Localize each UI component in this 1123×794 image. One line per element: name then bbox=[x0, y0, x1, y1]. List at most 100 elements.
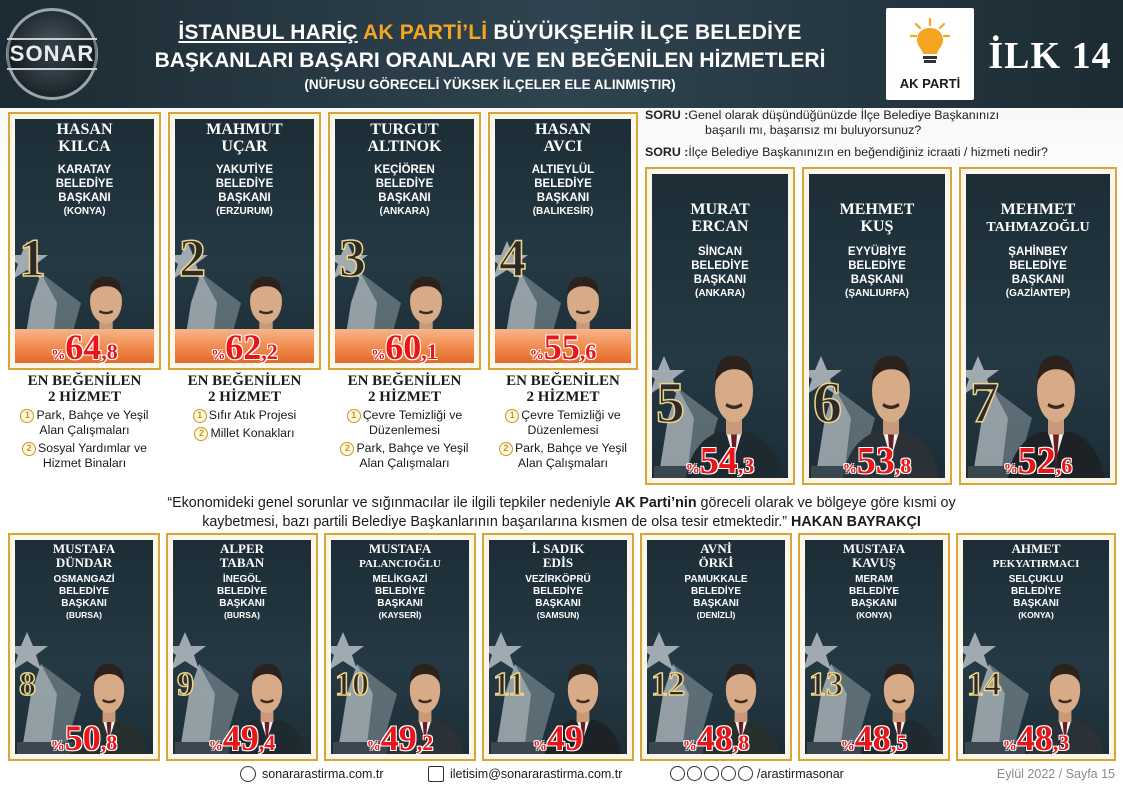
service-item-2: 2 Sosyal Yardımlar ve Hizmet Binaları bbox=[11, 441, 158, 471]
mayor-name: HASAN KILCA bbox=[56, 121, 113, 156]
mayor-photo bbox=[841, 342, 941, 478]
mayor-role: ŞAHİNBEY BELEDİYE BAŞKANI (GAZİANTEP) bbox=[1005, 246, 1071, 300]
rank-number: 7 bbox=[969, 370, 1000, 435]
approval-percentage: %64,8 bbox=[51, 327, 118, 363]
mayor-name: MEHMET TAHMAZOĞLU bbox=[986, 201, 1090, 236]
rank-number: 4 bbox=[498, 228, 527, 288]
mayor-card: TURGUT ALTINOK KEÇİÖREN BELEDİYE BAŞKANI (ANK… bbox=[328, 112, 481, 370]
trophy-icon bbox=[647, 632, 713, 754]
mayor-card: MURAT ERCAN SİNCAN BELEDİYE BAŞKANI (ANKARA) 5… bbox=[645, 167, 795, 485]
mayor-card: HASAN AVCI ALTIEYLÜL BELEDİYE BAŞKANI (BALIKE… bbox=[488, 112, 638, 370]
approval-percentage: %48,3 bbox=[1002, 718, 1070, 754]
mayor-card-inner: MEHMET TAHMAZOĞLU ŞAHİNBEY BELEDİYE BAŞKANI(… bbox=[966, 174, 1110, 478]
footer-email[interactable]: iletisim@sonararastirma.com.tr bbox=[428, 766, 622, 782]
mayor-photo bbox=[227, 654, 307, 754]
approval-percentage: %48,5 bbox=[840, 718, 908, 754]
service-item-1: 1 Çevre Temizliği ve Düzenlemesi bbox=[331, 408, 478, 438]
trophy-icon bbox=[963, 632, 1029, 754]
medal-2-icon: 2 bbox=[340, 441, 355, 456]
mayor-role: YAKUTİYE BELEDİYE BAŞKANI (ERZURUM) bbox=[215, 164, 274, 218]
mayor-card: MUSTAFA PALANCIOĞLU MELİKGAZİ BELEDİYE BAŞKA… bbox=[324, 533, 476, 761]
approval-percentage: %49,2 bbox=[366, 718, 434, 754]
medal-2-icon: 2 bbox=[22, 441, 37, 456]
medal-2-icon: 2 bbox=[194, 426, 209, 441]
mayor-name: TURGUT ALTINOK bbox=[367, 121, 442, 156]
mayor-role: KEÇİÖREN BELEDİYE BAŞKANI (ANKARA) bbox=[374, 164, 435, 218]
mayor-role: VEZİRKÖPRÜ BELEDİYE BAŞKANI (SAMSUN) bbox=[525, 574, 591, 620]
top-services: EN BEĞENİLEN 2 HİZMET 1 Sıfır Atık Projesi 2… bbox=[168, 370, 321, 486]
mayor-card: MEHMET KUŞ EYYÜBİYE BELEDİYE BAŞKANI (ŞANLIUR… bbox=[802, 167, 952, 485]
percentage-band bbox=[15, 329, 154, 363]
rank-number: 1 bbox=[18, 228, 47, 288]
approval-percentage: %49 bbox=[533, 718, 583, 754]
mayor-card: MUSTAFA KAVUŞ MERAM BELEDİYE BAŞKANI (KONYA) 1… bbox=[798, 533, 950, 761]
mayor-card-inner: MUSTAFA PALANCIOĞLU MELİKGAZİ BELEDİYE BAŞKA… bbox=[331, 540, 469, 754]
mayor-card-inner: HASAN KILCA KARATAY BELEDİYE BAŞKANI (KONYA) 1… bbox=[15, 119, 154, 363]
mayor-card: ALPER TABAN İNEGÖL BELEDİYE BAŞKANI (BURSA) 9%… bbox=[166, 533, 318, 761]
approval-percentage: %48,8 bbox=[682, 718, 750, 754]
mayor-role: ALTIEYLÜL BELEDİYE BAŞKANI (BALIKESİR) bbox=[531, 164, 595, 218]
portrait-photo bbox=[860, 664, 938, 754]
rank-number: 12 bbox=[650, 666, 686, 703]
mayor-name: MAHMUT UÇAR bbox=[206, 121, 283, 156]
portrait-photo bbox=[544, 664, 622, 754]
trophy-icon bbox=[966, 356, 1032, 478]
approval-percentage: %52,6 bbox=[1003, 440, 1073, 478]
trophy-icon bbox=[805, 632, 871, 754]
service-item-2: 2 Millet Konakları bbox=[171, 426, 318, 441]
rank-number: 11 bbox=[492, 666, 526, 703]
footer-social[interactable]: /arastirmasonar bbox=[670, 766, 844, 781]
mayor-role: PAMUKKALE BELEDİYE BAŞKANI (DENİZLİ) bbox=[684, 574, 748, 620]
mayor-name: HASAN AVCI bbox=[534, 121, 591, 156]
mayor-card: AVNİ ÖRKİ PAMUKKALE BELEDİYE BAŞKANI (DENİZLİ… bbox=[640, 533, 792, 761]
mayor-photo bbox=[1025, 654, 1105, 754]
trophy-icon bbox=[15, 632, 81, 754]
services-heading: EN BEĞENİLEN 2 HİZMET bbox=[171, 373, 318, 405]
mail-icon bbox=[428, 766, 444, 782]
rank-number: 9 bbox=[176, 666, 195, 703]
mayor-card: AHMET PEKYATIRMACI SELÇUKLU BELEDİYE BAŞKANI… bbox=[956, 533, 1116, 761]
services-heading: EN BEĞENİLEN 2 HİZMET bbox=[11, 373, 158, 405]
title-line-2: BAŞKANLARI BAŞARI ORANLARI VE EN BEĞENİL… bbox=[154, 49, 826, 72]
services-heading: EN BEĞENİLEN 2 HİZMET bbox=[491, 373, 635, 405]
mayor-card: MAHMUT UÇAR YAKUTİYE BELEDİYE BAŞKANI (ERZURU… bbox=[168, 112, 321, 370]
percentage-band bbox=[175, 329, 314, 363]
mayor-card: İ. SADIK EDİS VEZİRKÖPRÜ BELEDİYE BAŞKANI (SA… bbox=[482, 533, 634, 761]
portrait-photo bbox=[702, 664, 780, 754]
mayor-photo bbox=[1006, 342, 1106, 478]
top-services: EN BEĞENİLEN 2 HİZMET 1 Çevre Temizliği ve … bbox=[488, 370, 638, 486]
mayor-role: İNEGÖL BELEDİYE BAŞKANI (BURSA) bbox=[216, 574, 267, 620]
approval-percentage: %53,8 bbox=[842, 440, 912, 478]
medal-1-icon: 1 bbox=[346, 408, 361, 423]
service-item-2: 2 Park, Bahçe ve Yeşil Alan Çalışmaları bbox=[331, 441, 478, 471]
rank-number: 13 bbox=[808, 666, 844, 703]
mayor-name: İ. SADIK EDİS bbox=[531, 541, 585, 571]
mayor-role: SİNCAN BELEDİYE BAŞKANI (ANKARA) bbox=[691, 246, 749, 300]
portrait-photo bbox=[70, 664, 148, 754]
approval-percentage: %62,2 bbox=[211, 327, 278, 363]
rank-number: 8 bbox=[18, 666, 37, 703]
medal-1-icon: 1 bbox=[505, 408, 520, 423]
lightbulb-icon bbox=[910, 18, 950, 63]
approval-percentage: %60,1 bbox=[371, 327, 438, 363]
approval-percentage: %49,4 bbox=[208, 718, 276, 754]
rank-number: 14 bbox=[966, 666, 1002, 703]
title-line-1: İSTANBUL HARİÇ AK PARTİ’Lİ BÜYÜKŞEHİR İL… bbox=[178, 21, 802, 44]
mayor-name: MUSTAFA KAVUŞ bbox=[842, 541, 906, 571]
footer-website[interactable]: sonararastirma.com.tr bbox=[240, 766, 384, 782]
mayor-card-inner: HASAN AVCI ALTIEYLÜL BELEDİYE BAŞKANI (BALIKE… bbox=[495, 119, 631, 363]
mayor-card-inner: MEHMET KUŞ EYYÜBİYE BELEDİYE BAŞKANI (ŞANLIUR… bbox=[809, 174, 945, 478]
mayor-card-inner: AHMET PEKYATIRMACI SELÇUKLU BELEDİYE BAŞKANI… bbox=[963, 540, 1109, 754]
mayor-name: MURAT ERCAN bbox=[690, 201, 750, 236]
mayor-name: ALPER TABAN bbox=[219, 541, 265, 571]
top-services: EN BEĞENİLEN 2 HİZMET 1 Park, Bahçe ve Yeşi… bbox=[8, 370, 161, 486]
mayor-role: MERAM BELEDİYE BAŞKANI (KONYA) bbox=[848, 574, 899, 620]
social-icons bbox=[670, 766, 753, 781]
mayor-role: OSMANGAZİ BELEDİYE BAŞKANI (BURSA) bbox=[53, 574, 115, 620]
mayor-card-inner: TURGUT ALTINOK KEÇİÖREN BELEDİYE BAŞKANI (ANK… bbox=[335, 119, 474, 363]
portrait-photo bbox=[1008, 355, 1104, 478]
mayor-photo bbox=[859, 654, 939, 754]
mayor-photo bbox=[684, 342, 784, 478]
rank-number: 10 bbox=[334, 666, 370, 703]
percentage-band bbox=[495, 329, 631, 363]
